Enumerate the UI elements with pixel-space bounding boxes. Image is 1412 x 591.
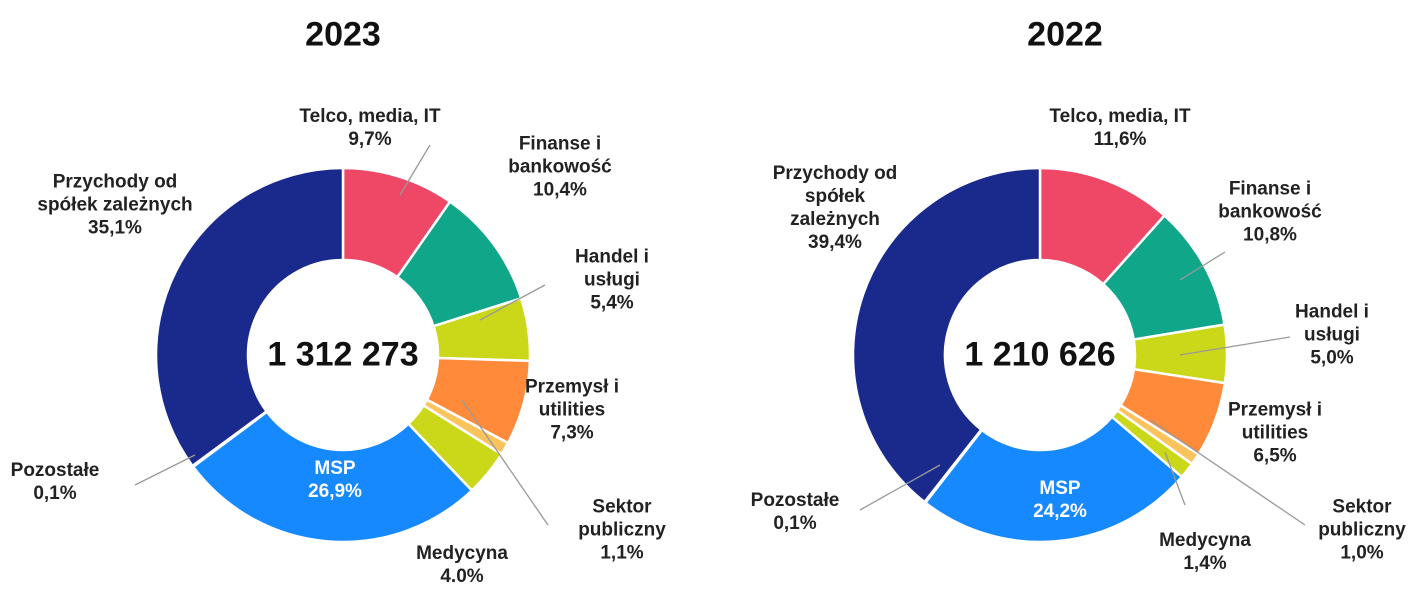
category-label: Telco, media, IT (299, 106, 441, 127)
category-label: Medycyna (416, 543, 508, 564)
category-label: Pozostałe (10, 460, 100, 481)
slice-label: Pozostałe 0,1% (751, 489, 840, 535)
slice-label: Przemysł i utilities 6,5% (1228, 399, 1322, 468)
slice-label: Medycyna 1,4% (1159, 529, 1251, 575)
slice-label: Pozostałe 0,1% (11, 459, 100, 505)
category-label: Sektor publiczny (578, 496, 666, 541)
value-label: 10,8% (1243, 224, 1297, 246)
slice-label: Sektor publiczny 1,1% (578, 496, 666, 565)
center-total: 1 312 273 (267, 335, 419, 374)
category-label: Pozostałe (750, 490, 840, 511)
chart-title: 2023 (305, 15, 381, 54)
category-label: MSP (314, 458, 356, 479)
slice-label: Handel i usługi 5,0% (1295, 301, 1369, 370)
slice-label: Przemysł i utilities 7,3% (525, 376, 619, 445)
category-label: Przychody od spółek zależnych (37, 171, 193, 216)
value-label: 1,4% (1183, 553, 1227, 574)
leader-line (1149, 419, 1306, 526)
category-label: Przychody od spółek zależnych (772, 163, 898, 230)
category-label: Medycyna (1159, 530, 1251, 551)
slice-label: MSP 24,2% (1033, 477, 1087, 523)
leader-line (1179, 251, 1226, 281)
leader-line (399, 144, 431, 196)
value-label: 0,1% (33, 483, 77, 504)
value-label: 0,1% (773, 513, 817, 534)
leader-line (479, 284, 546, 321)
value-label: 6,5% (1253, 445, 1297, 467)
value-label: 35,1% (88, 217, 142, 239)
value-label: 24,2% (1033, 501, 1087, 522)
value-label: 1,0% (1340, 542, 1384, 564)
category-label: Sektor publiczny (1318, 496, 1406, 541)
slice-label: Finanse i bankowość 10,4% (508, 133, 611, 202)
leader-line (1164, 451, 1186, 506)
donut-slice (851, 166, 1042, 504)
value-label: 1,1% (600, 542, 644, 564)
value-label: 9,7% (348, 129, 392, 150)
donut-slice (923, 415, 1184, 544)
category-label: Handel i usługi (575, 246, 649, 291)
leader-line (461, 399, 549, 526)
slice-label: Przychody od spółek zależnych 35,1% (37, 171, 192, 240)
value-label: 7,3% (550, 422, 594, 444)
donut-slice (154, 166, 345, 468)
center-total: 1 210 626 (964, 335, 1116, 374)
slice-label: Telco, media, IT 9,7% (299, 105, 440, 151)
slice-label: Telco, media, IT 11,6% (1049, 105, 1190, 151)
value-label: 11,6% (1093, 129, 1147, 150)
slice-label: Finanse i bankowość 10,8% (1218, 178, 1321, 247)
category-label: Przemysł i utilities (525, 376, 619, 421)
slice-label: MSP 26,9% (308, 457, 362, 503)
leader-line (134, 454, 196, 486)
value-label: 39,4% (808, 232, 862, 253)
leader-line (859, 464, 941, 511)
value-label: 5,0% (1310, 347, 1354, 369)
category-label: Finanse i bankowość (1218, 178, 1322, 223)
value-label: 10,4% (533, 179, 587, 201)
category-label: Finanse i bankowość (508, 133, 612, 178)
donut-slice (191, 410, 474, 544)
value-label: 26,9% (308, 481, 362, 502)
chart-title: 2022 (1027, 15, 1103, 54)
value-label: 4.0% (440, 566, 484, 587)
category-label: Przemysł i utilities (1228, 399, 1322, 444)
slice-label: Sektor publiczny 1,0% (1318, 496, 1406, 565)
category-label: Telco, media, IT (1049, 106, 1191, 127)
leader-line (1179, 336, 1291, 356)
slice-label: Przychody od spółek zależnych 39,4% (773, 162, 898, 254)
value-label: 5,4% (590, 292, 634, 314)
slice-label: Handel i usługi 5,4% (575, 246, 649, 315)
category-label: MSP (1039, 478, 1081, 499)
slice-label: Medycyna 4.0% (416, 542, 508, 588)
category-label: Handel i usługi (1295, 301, 1369, 346)
